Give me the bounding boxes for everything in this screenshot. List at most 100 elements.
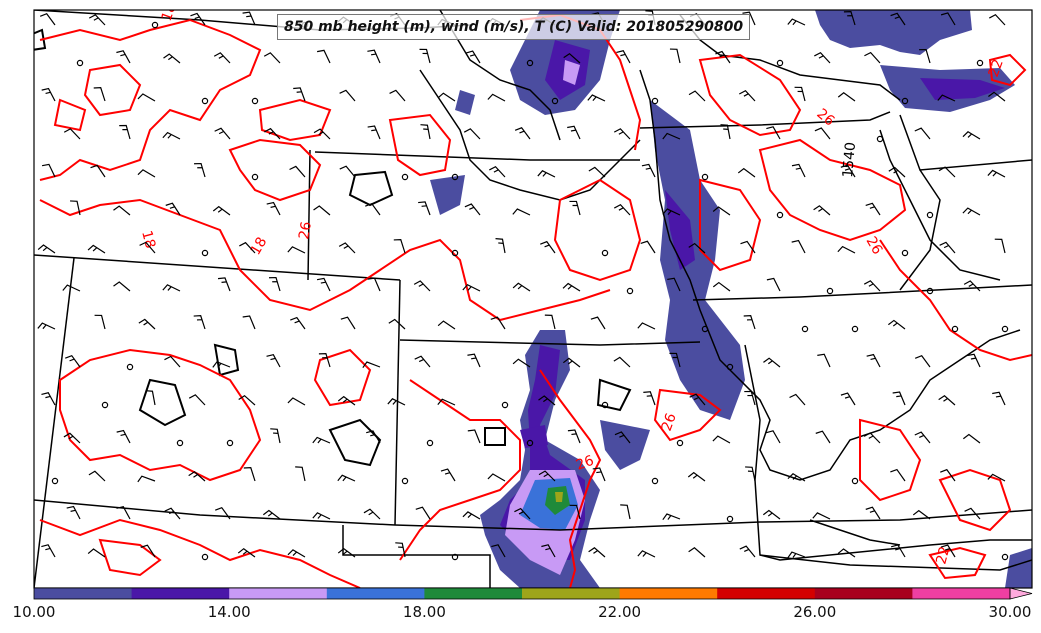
calm-wind-marker — [401, 173, 409, 181]
calm-wind-marker — [51, 477, 59, 485]
colorbar-segment — [717, 588, 816, 599]
wind-barb — [962, 131, 981, 140]
wind-barb — [287, 397, 306, 406]
wind-barb — [337, 474, 356, 482]
calm-wind-marker — [251, 173, 259, 181]
wind-barb — [113, 281, 131, 292]
colorbar-segment — [326, 588, 425, 599]
colorbar-segment — [424, 588, 523, 599]
wind-barb — [766, 126, 781, 140]
wind-barb — [395, 542, 406, 558]
wind-barb — [116, 50, 131, 64]
colorbar-tick-label: 26.00 — [793, 603, 837, 621]
calm-wind-marker — [926, 287, 934, 295]
wind-barb — [787, 18, 806, 26]
wind-barb — [367, 49, 381, 64]
wind-barb — [613, 204, 631, 216]
precipitation-shading — [430, 10, 1032, 588]
wind-barb — [613, 128, 631, 140]
calm-wind-marker — [451, 249, 459, 257]
wind-barb — [413, 280, 431, 292]
state-borders — [34, 10, 1032, 588]
temp-label: 26 — [296, 220, 315, 240]
wind-barb — [239, 241, 256, 254]
colorbar-segment — [229, 588, 328, 599]
calm-wind-marker — [76, 59, 84, 67]
wind-barb — [987, 473, 1006, 482]
wind-barb — [766, 430, 781, 444]
wind-barb — [541, 544, 556, 558]
wind-barb — [318, 352, 331, 368]
wind-barb — [262, 509, 281, 520]
wind-barb — [437, 398, 456, 406]
wind-barb — [613, 356, 631, 368]
temp-label: 18 — [138, 229, 158, 250]
temp-label: 26 — [574, 453, 596, 474]
wind-barb — [512, 282, 531, 292]
wind-barb — [215, 506, 231, 520]
wind-barb — [712, 206, 731, 216]
wind-barb — [362, 361, 381, 369]
wind-barb — [994, 238, 1006, 254]
calm-wind-marker — [501, 401, 509, 409]
wind-barb — [137, 93, 156, 102]
wind-barb — [914, 431, 931, 444]
wind-barb — [843, 10, 856, 26]
wind-barb — [37, 244, 56, 254]
wind-barb — [939, 241, 956, 254]
wind-barb — [643, 391, 656, 406]
wind-barb — [365, 202, 381, 216]
wind-barb — [742, 11, 756, 26]
calm-wind-marker — [976, 59, 984, 67]
wind-barb — [188, 394, 206, 406]
calm-wind-marker — [626, 287, 634, 295]
colorbar-tick-label: 10.00 — [12, 603, 56, 621]
wind-barb — [217, 277, 231, 292]
calm-wind-marker — [176, 439, 184, 447]
wind-barb — [740, 240, 756, 254]
wind-barb — [890, 468, 906, 482]
wind-barb — [242, 11, 256, 26]
wind-barb — [388, 318, 406, 330]
wind-barb — [688, 90, 706, 102]
wind-barb — [814, 127, 831, 140]
wind-barb — [213, 52, 231, 64]
calm-wind-marker — [451, 173, 459, 181]
colorbar-extension — [1009, 587, 1033, 600]
calm-wind-marker — [551, 97, 559, 105]
wind-barb — [138, 318, 156, 330]
wind-barb — [739, 90, 756, 102]
calm-wind-marker — [1001, 553, 1009, 561]
wind-barb — [295, 466, 306, 482]
wind-barb — [840, 164, 856, 178]
calm-wind-marker — [151, 21, 159, 29]
colorbar-segment — [34, 588, 133, 599]
wind-barb — [937, 94, 956, 102]
wind-barb — [887, 319, 906, 330]
colorbar-outline — [33, 587, 1011, 600]
wind-barb — [212, 361, 231, 368]
wind-barb — [720, 124, 731, 140]
wind-barb — [837, 548, 856, 558]
wind-barb — [363, 508, 381, 520]
wind-barb — [514, 507, 531, 520]
wind-barb — [487, 473, 506, 482]
wind-barb — [487, 93, 506, 102]
wind-barb — [762, 509, 781, 520]
wind-barb — [119, 124, 131, 140]
wind-barb — [538, 395, 556, 406]
calm-wind-marker — [451, 553, 459, 561]
wind-barb — [512, 358, 531, 368]
wind-barb — [188, 470, 206, 482]
height-contours — [34, 28, 632, 467]
wind-barb — [938, 166, 956, 178]
wind-barb — [312, 512, 331, 520]
wind-barb — [791, 239, 806, 254]
wind-barb — [791, 163, 806, 178]
colorbar-segment — [912, 588, 1011, 599]
wind-barb — [814, 51, 831, 64]
wind-barb — [415, 506, 431, 520]
wind-barb — [94, 314, 106, 330]
wind-barb — [312, 436, 331, 444]
